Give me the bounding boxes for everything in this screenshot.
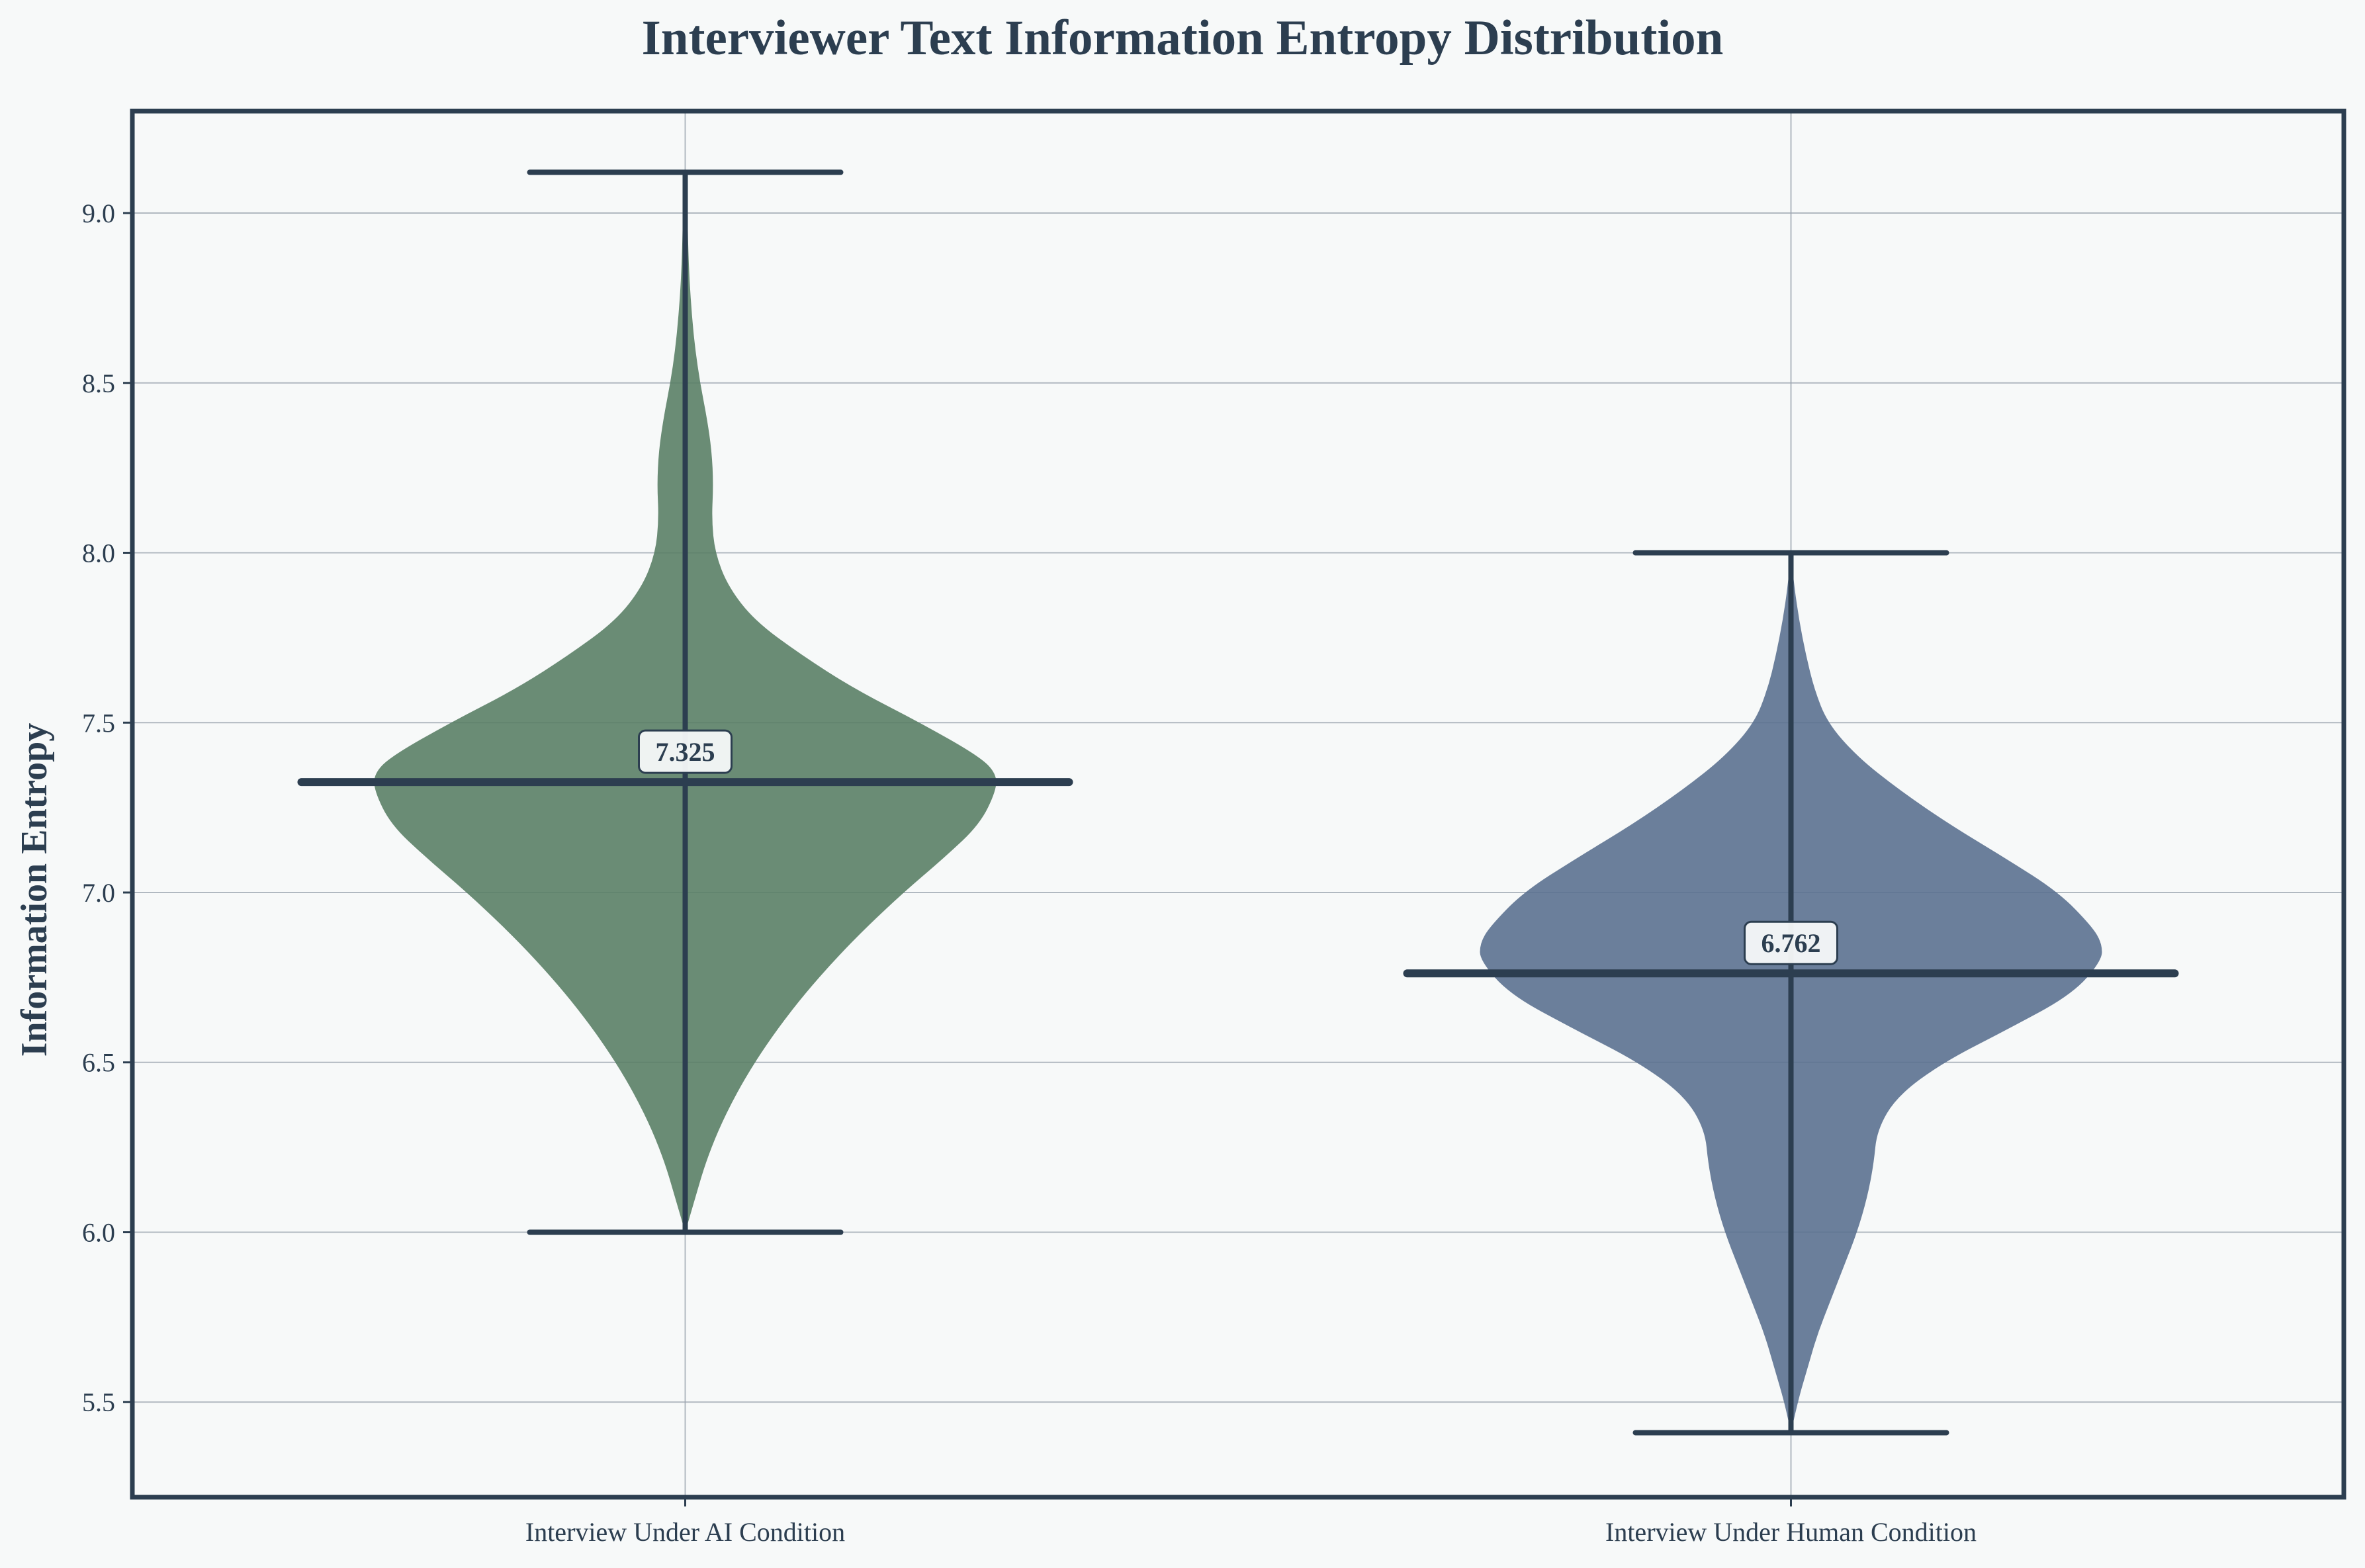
axis-ticks: 5.5 6.0 6.5 7.0 7.5 8.0 8.5 9.0 Interview Under …: [82, 198, 1977, 1547]
mean-label-box: [1744, 920, 1838, 965]
chart-title: Interviewer Text Information Entropy Dis…: [642, 11, 1724, 65]
mean-labels: 7.325 6.762: [638, 729, 1838, 965]
y-tick-label: 5.5: [82, 1387, 115, 1417]
plot-frame: [130, 109, 2346, 1500]
x-tick-label: Interview Under AI Condition: [525, 1517, 845, 1547]
y-tick-label: 8.0: [82, 539, 115, 568]
y-tick-label: 7.0: [82, 878, 115, 908]
violin-stat-lines: [297, 169, 2179, 1436]
y-tick-label: 9.0: [82, 198, 115, 228]
mean-label-box: [638, 729, 733, 774]
y-tick-label: 6.5: [82, 1048, 115, 1078]
y-tick-label: 6.0: [82, 1217, 115, 1247]
x-tick-label: Interview Under Human Condition: [1605, 1517, 1977, 1547]
mean-value-label: 6.762: [1762, 928, 1821, 958]
y-axis-label: Information Entropy: [14, 723, 55, 1057]
y-tick-label: 7.5: [82, 708, 115, 738]
y-tick-label: 8.5: [82, 369, 115, 398]
mean-value-label: 7.325: [656, 737, 715, 767]
